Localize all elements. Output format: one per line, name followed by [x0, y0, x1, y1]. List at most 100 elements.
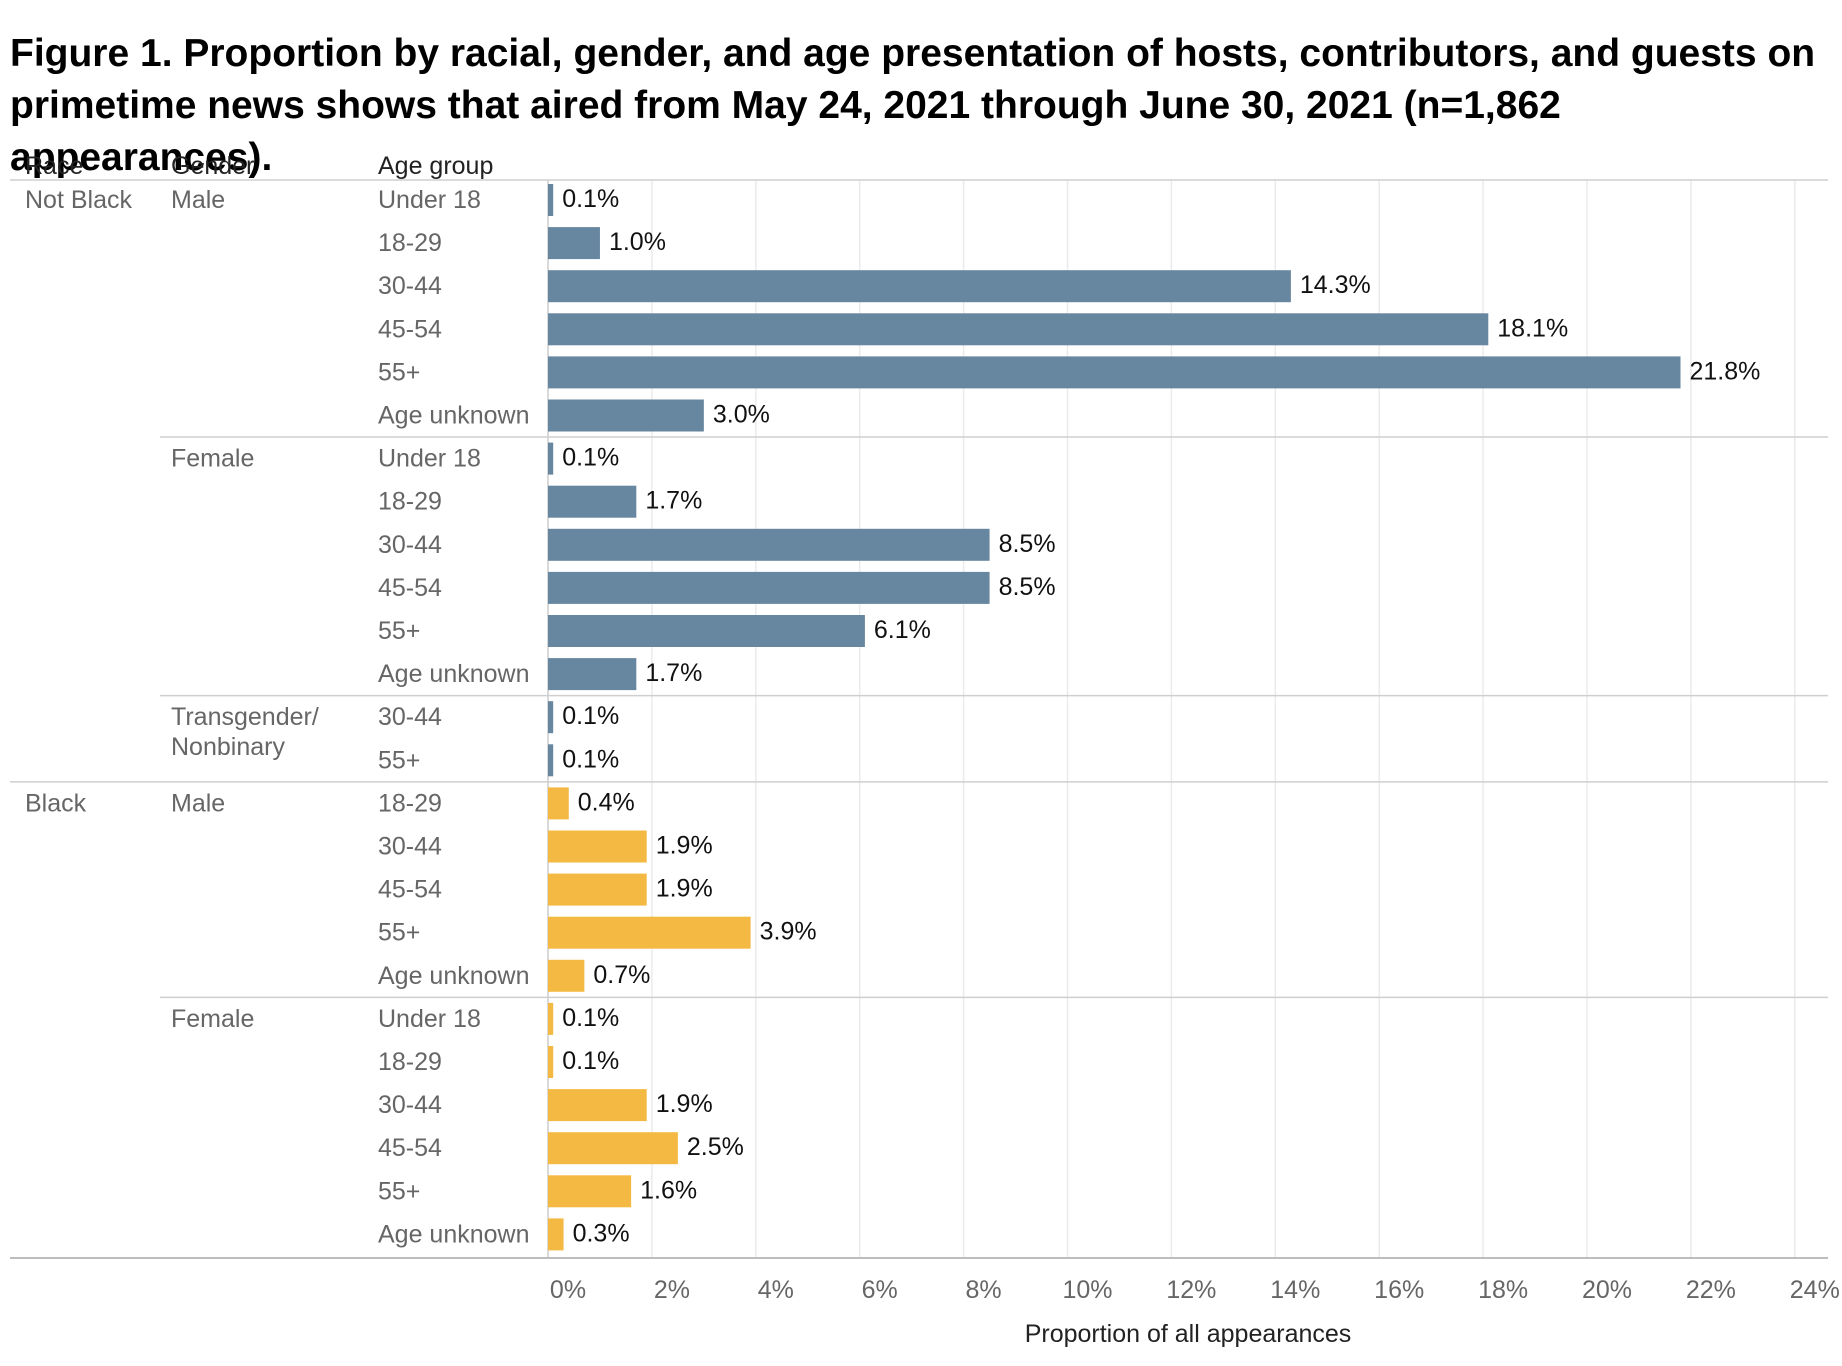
x-tick-label: 2% — [654, 1276, 690, 1304]
x-tick-label: 16% — [1374, 1276, 1424, 1304]
bar-value-label: 8.5% — [999, 530, 1056, 558]
gender-label: Male — [171, 789, 225, 817]
bar — [548, 1089, 647, 1122]
age-label: 30-44 — [378, 833, 442, 861]
bar-value-label: 1.9% — [656, 875, 713, 903]
bar-value-label: 0.1% — [562, 1047, 619, 1075]
bar-value-label: 1.7% — [645, 487, 702, 515]
bar-value-label: 6.1% — [874, 616, 931, 644]
bar — [548, 270, 1291, 303]
age-label: 55+ — [378, 1177, 420, 1205]
age-label: 55+ — [378, 746, 420, 774]
bar — [548, 313, 1489, 346]
bar-value-label: 21.8% — [1690, 357, 1761, 385]
bar-value-label: 0.1% — [562, 185, 619, 213]
bar — [548, 1218, 564, 1251]
age-label: 18-29 — [378, 488, 442, 516]
gender-label: Female — [171, 1005, 254, 1033]
age-label: 30-44 — [378, 703, 442, 731]
x-axis-title: Proportion of all appearances — [1025, 1320, 1352, 1348]
bar-value-label: 8.5% — [999, 573, 1056, 601]
age-label: 45-54 — [378, 876, 442, 904]
x-tick-label: 0% — [550, 1276, 586, 1304]
x-tick-label: 8% — [966, 1276, 1002, 1304]
age-label: 45-54 — [378, 574, 442, 602]
column-header: Race — [25, 152, 83, 180]
bar — [548, 528, 990, 561]
bar-value-label: 14.3% — [1300, 271, 1371, 299]
bar — [548, 1002, 554, 1035]
age-label: Age unknown — [378, 402, 530, 430]
bar — [548, 1046, 554, 1078]
bar — [548, 184, 554, 216]
bar-value-label: 1.7% — [645, 659, 702, 687]
age-label: Under 18 — [378, 186, 481, 214]
bar-value-label: 3.9% — [760, 918, 817, 946]
bar — [548, 1132, 678, 1165]
age-label: 18-29 — [378, 229, 442, 257]
bar-value-label: 0.3% — [573, 1219, 630, 1247]
bar-value-label: 18.1% — [1497, 314, 1568, 342]
x-tick-label: 12% — [1166, 1276, 1216, 1304]
bar-value-label: 1.6% — [640, 1176, 697, 1204]
age-label: Age unknown — [378, 1220, 530, 1248]
bar-value-label: 0.4% — [578, 788, 635, 816]
bar — [548, 442, 554, 475]
x-tick-label: 18% — [1478, 1276, 1528, 1304]
bar — [548, 873, 647, 906]
age-label: 45-54 — [378, 1134, 442, 1162]
age-label: 55+ — [378, 358, 420, 386]
x-tick-label: 20% — [1582, 1276, 1632, 1304]
age-label: Under 18 — [378, 1005, 481, 1033]
gender-label: Female — [171, 445, 254, 473]
age-label: Age unknown — [378, 962, 530, 990]
x-tick-label: 24% — [1790, 1276, 1840, 1304]
chart-title: Figure 1. Proportion by racial, gender, … — [10, 32, 1816, 179]
age-label: 30-44 — [378, 1091, 442, 1119]
x-tick-label: 22% — [1686, 1276, 1736, 1304]
bar-value-label: 0.1% — [562, 702, 619, 730]
bar-value-label: 1.0% — [609, 228, 666, 256]
bar — [548, 916, 751, 949]
age-label: 30-44 — [378, 272, 442, 300]
age-label: Under 18 — [378, 445, 481, 473]
column-header: Gender — [171, 152, 254, 180]
age-label: 18-29 — [378, 1048, 442, 1076]
x-tick-label: 4% — [758, 1276, 794, 1304]
gender-label: Transgender/ — [171, 703, 319, 731]
bar — [548, 658, 637, 691]
bar-value-label: 1.9% — [656, 832, 713, 860]
age-label: 18-29 — [378, 789, 442, 817]
age-label: 45-54 — [378, 315, 442, 343]
bar — [548, 485, 637, 518]
gender-label: Nonbinary — [171, 733, 285, 761]
race-label: Black — [25, 789, 87, 817]
category-labels: Not Black Male Under 18 18-29 30-44 45-54 55+ A… — [25, 186, 530, 1248]
bar — [548, 959, 585, 992]
bar — [548, 744, 554, 777]
age-label: 55+ — [378, 919, 420, 947]
bar — [548, 830, 647, 863]
gender-label: Male — [171, 186, 225, 214]
bar — [548, 1175, 632, 1208]
bar — [548, 701, 554, 734]
x-tick-label: 6% — [862, 1276, 898, 1304]
bar-value-label: 1.9% — [656, 1090, 713, 1118]
x-tick-label: 14% — [1270, 1276, 1320, 1304]
bar-value-label: 3.0% — [713, 401, 770, 429]
bar — [548, 571, 990, 604]
bar — [548, 399, 704, 432]
bar — [548, 787, 569, 820]
age-label: 30-44 — [378, 531, 442, 559]
bar-value-label: 0.7% — [593, 961, 650, 989]
x-tick-label: 10% — [1062, 1276, 1112, 1304]
bars — [548, 184, 1681, 1251]
column-header: Age group — [378, 152, 493, 180]
bar-value-label: 0.1% — [562, 1004, 619, 1032]
age-label: 55+ — [378, 617, 420, 645]
bar-value-label: 0.1% — [562, 444, 619, 472]
race-label: Not Black — [25, 186, 132, 214]
x-axis: 0% 2% 4% 6% 8% 10% 12% 14% 16% 18% 20% 22% 24% Propor… — [550, 1276, 1840, 1348]
value-labels: 0.1% 1.0% 14.3% 18.1% 21.8% 3.0% 0.1% 1.7% 8.5% 8… — [562, 185, 1760, 1247]
